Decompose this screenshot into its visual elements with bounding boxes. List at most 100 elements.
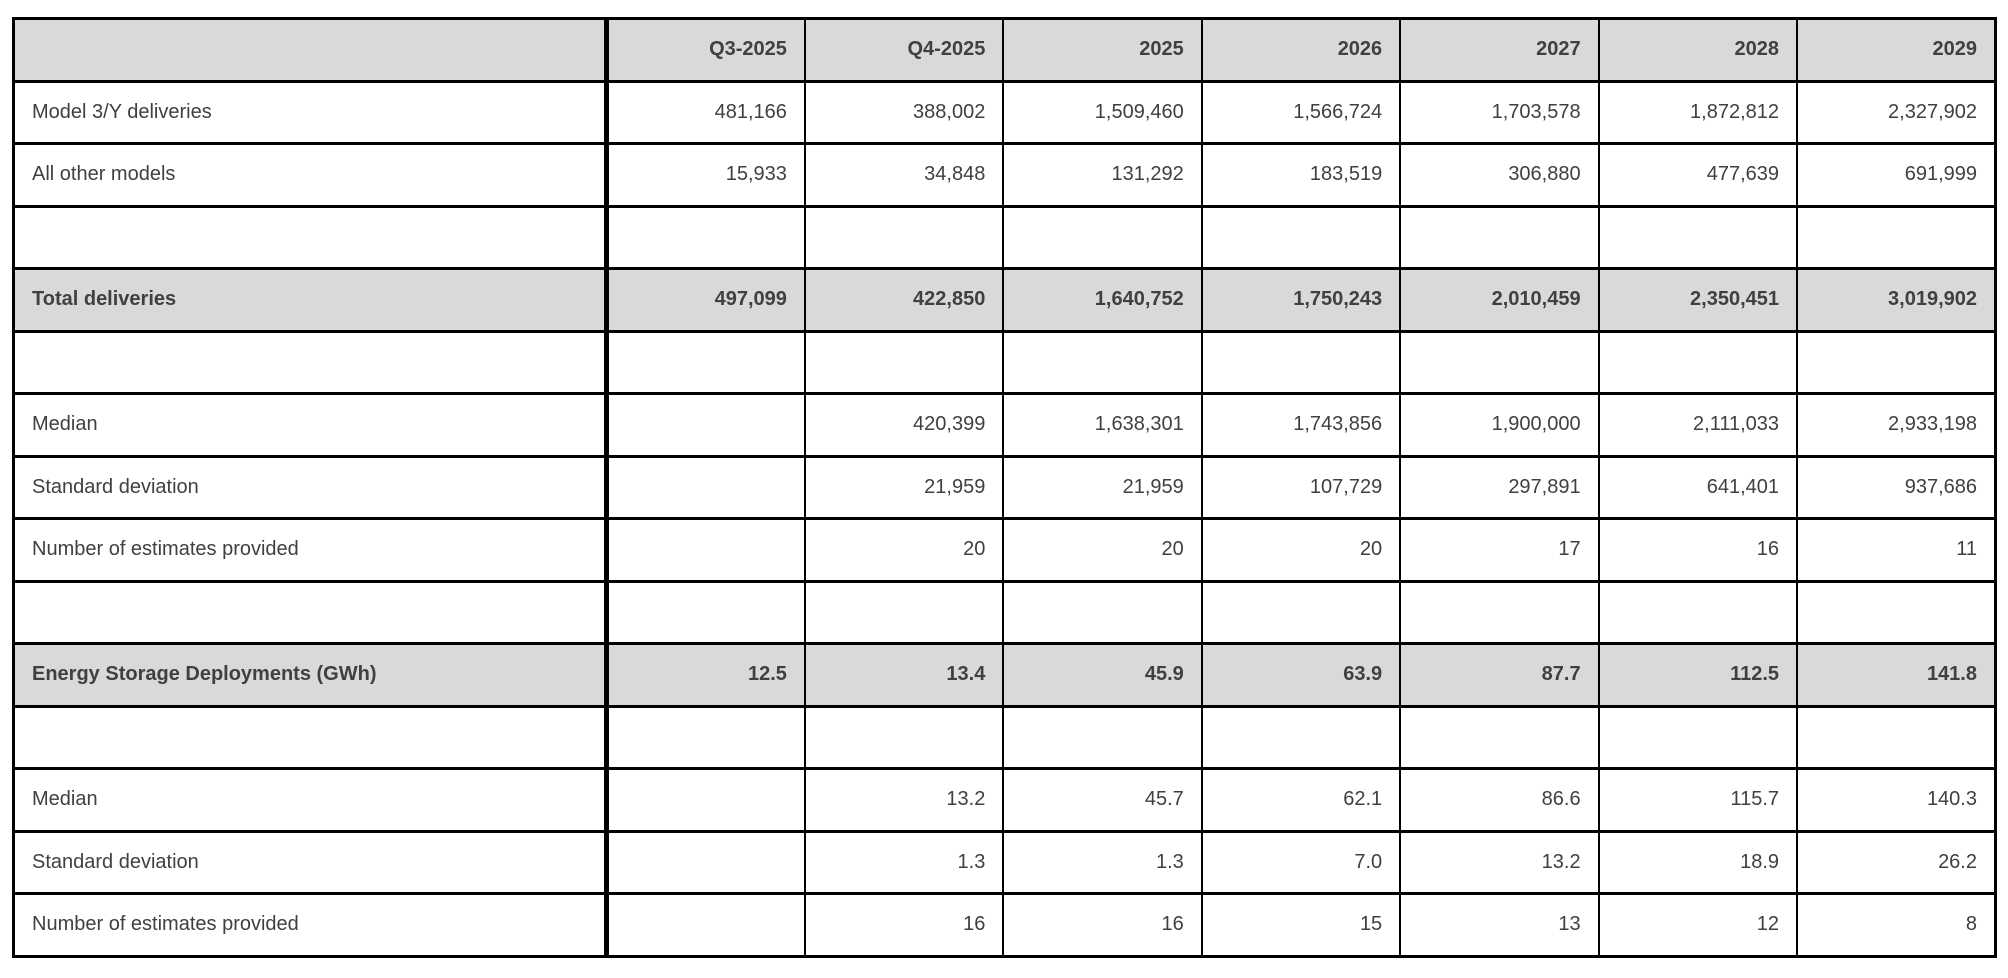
- table-row: All other models 15,933 34,848 131,292 183,5…: [12, 142, 1997, 208]
- row-label: [12, 579, 609, 645]
- table-cell: 1,638,301: [1002, 392, 1203, 458]
- table-cell: 1,872,812: [1597, 79, 1799, 145]
- table-cell: 1,900,000: [1399, 392, 1600, 458]
- table-row: Standard deviation 21,959 21,959 107,729 297…: [12, 454, 1997, 520]
- table-cell: [605, 517, 806, 583]
- table-row: Number of estimates provided 20 20 20 17 16 11: [12, 517, 1997, 583]
- table-cell: 62.1: [1200, 767, 1402, 833]
- table-cell: [1796, 579, 1997, 645]
- table-cell: 15,933: [605, 142, 806, 208]
- table-cell: [605, 392, 806, 458]
- table-cell: 34,848: [803, 142, 1005, 208]
- table-cell: [605, 204, 806, 270]
- table-row: Number of estimates provided 16 16 15 13 12 8: [12, 892, 1997, 958]
- table-cell: 306,880: [1399, 142, 1600, 208]
- table-cell: 26.2: [1796, 829, 1997, 895]
- table-cell: [1200, 329, 1402, 395]
- table-cell: [1399, 704, 1600, 770]
- table-cell: 131,292: [1002, 142, 1203, 208]
- row-label: Total deliveries: [12, 267, 609, 333]
- table-cell: [803, 579, 1005, 645]
- table-cell: 1,640,752: [1002, 267, 1203, 333]
- table-row: Standard deviation 1.3 1.3 7.0 13.2 18.9 26.2: [12, 829, 1997, 895]
- table-cell: [1200, 704, 1402, 770]
- table-cell: [605, 892, 806, 958]
- table-cell: [605, 829, 806, 895]
- table-cell: [1200, 204, 1402, 270]
- table-cell: [1796, 204, 1997, 270]
- table-cell: [1002, 704, 1203, 770]
- row-label: [12, 329, 609, 395]
- table-row: Model 3/Y deliveries 481,166 388,002 1,509,…: [12, 79, 1997, 145]
- table-cell: 1.3: [1002, 829, 1203, 895]
- table-cell: [605, 767, 806, 833]
- table-cell: [1399, 579, 1600, 645]
- table-cell: 1,703,578: [1399, 79, 1600, 145]
- table-cell: 20: [1002, 517, 1203, 583]
- table-cell: [1597, 579, 1799, 645]
- column-header: 2027: [1399, 17, 1600, 83]
- table-cell: 2,010,459: [1399, 267, 1600, 333]
- table-cell: 2,327,902: [1796, 79, 1997, 145]
- table-cell: 140.3: [1796, 767, 1997, 833]
- table-cell: 45.7: [1002, 767, 1203, 833]
- table-cell: [1597, 704, 1799, 770]
- table-cell: [605, 329, 806, 395]
- row-label: Median: [12, 392, 609, 458]
- table-body: Model 3/Y deliveries 481,166 388,002 1,509,…: [12, 79, 1997, 958]
- table-row: Median 420,399 1,638,301 1,743,856 1,900,000…: [12, 392, 1997, 458]
- table-row: Median 13.2 45.7 62.1 86.6 115.7 140.3: [12, 767, 1997, 833]
- table-cell: 63.9: [1200, 642, 1402, 708]
- table-cell: 20: [1200, 517, 1402, 583]
- table-cell: 15: [1200, 892, 1402, 958]
- estimates-table: Q3-2025 Q4-2025 2025 2026 2027 2028 2029 Model…: [12, 17, 1997, 958]
- table-cell: 691,999: [1796, 142, 1997, 208]
- column-header: 2028: [1597, 17, 1799, 83]
- table-cell: [605, 704, 806, 770]
- spacer-row: [12, 329, 1997, 395]
- table-row: Energy Storage Deployments (GWh) 12.5 13.4…: [12, 642, 1997, 708]
- table-cell: 141.8: [1796, 642, 1997, 708]
- table-cell: 2,111,033: [1597, 392, 1799, 458]
- table-cell: 1,509,460: [1002, 79, 1203, 145]
- column-header: 2025: [1002, 17, 1203, 83]
- table-cell: 21,959: [1002, 454, 1203, 520]
- table-cell: 107,729: [1200, 454, 1402, 520]
- table-cell: 2,933,198: [1796, 392, 1997, 458]
- table-cell: 18.9: [1597, 829, 1799, 895]
- table-cell: [1597, 329, 1799, 395]
- table-cell: 1,743,856: [1200, 392, 1402, 458]
- table-cell: 12: [1597, 892, 1799, 958]
- table-cell: [803, 704, 1005, 770]
- row-label: Number of estimates provided: [12, 892, 609, 958]
- table-cell: 21,959: [803, 454, 1005, 520]
- table-cell: [1399, 329, 1600, 395]
- table-cell: 1,750,243: [1200, 267, 1402, 333]
- table-cell: 2,350,451: [1597, 267, 1799, 333]
- row-label: Median: [12, 767, 609, 833]
- table-cell: 13.2: [803, 767, 1005, 833]
- table-cell: [1796, 329, 1997, 395]
- row-label: Number of estimates provided: [12, 517, 609, 583]
- table-cell: 13.4: [803, 642, 1005, 708]
- table-cell: [803, 329, 1005, 395]
- table-cell: [1399, 204, 1600, 270]
- table-cell: 3,019,902: [1796, 267, 1997, 333]
- table-cell: 12.5: [605, 642, 806, 708]
- table-cell: 13: [1399, 892, 1600, 958]
- spacer-row: [12, 579, 1997, 645]
- table-cell: 16: [1597, 517, 1799, 583]
- table-cell: 16: [803, 892, 1005, 958]
- row-label: All other models: [12, 142, 609, 208]
- row-label: [12, 704, 609, 770]
- column-header: Q4-2025: [803, 17, 1005, 83]
- row-label: [12, 204, 609, 270]
- table-cell: 297,891: [1399, 454, 1600, 520]
- table-cell: [1002, 579, 1203, 645]
- table-cell: [605, 454, 806, 520]
- table-cell: 13.2: [1399, 829, 1600, 895]
- table-cell: [1796, 704, 1997, 770]
- table-cell: [1597, 204, 1799, 270]
- table-cell: 937,686: [1796, 454, 1997, 520]
